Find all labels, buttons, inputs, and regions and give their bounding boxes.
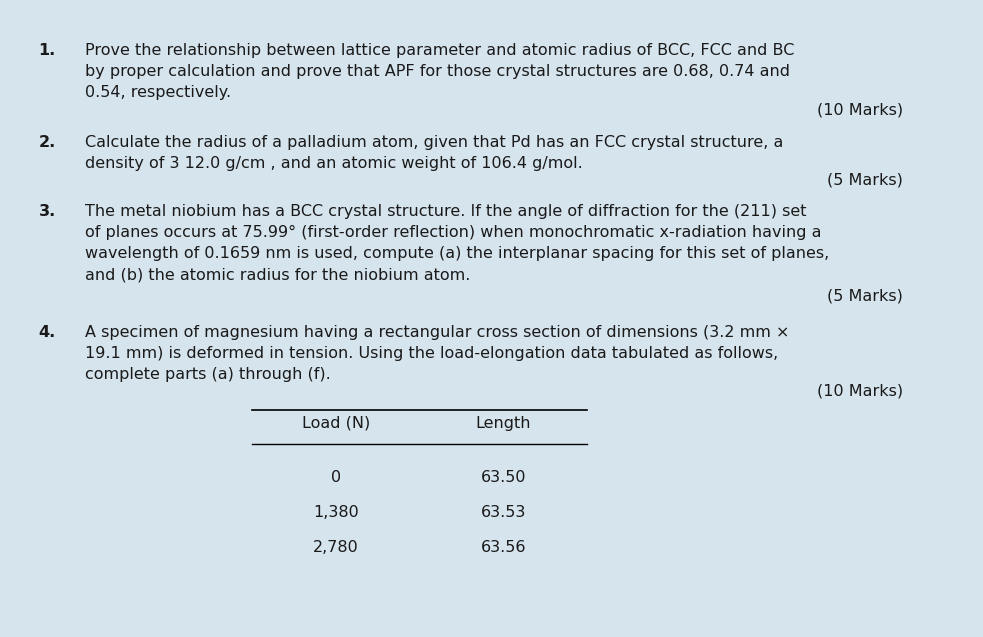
Text: 63.56: 63.56 [481,540,526,555]
Text: (10 Marks): (10 Marks) [817,383,902,398]
Text: 2,780: 2,780 [313,540,359,555]
Text: (5 Marks): (5 Marks) [827,288,902,303]
Text: 1,380: 1,380 [313,505,359,520]
Text: 2.: 2. [38,134,56,150]
Text: (10 Marks): (10 Marks) [817,103,902,118]
Text: Load (N): Load (N) [302,416,370,431]
Text: (5 Marks): (5 Marks) [827,173,902,188]
Text: 63.50: 63.50 [481,469,526,485]
Text: Length: Length [476,416,531,431]
Text: The metal niobium has a BCC crystal structure. If the angle of diffraction for t: The metal niobium has a BCC crystal stru… [85,204,830,282]
Text: 3.: 3. [38,204,56,219]
Text: 0: 0 [331,469,341,485]
Text: 4.: 4. [38,325,56,340]
Text: 1.: 1. [38,43,56,57]
Text: 63.53: 63.53 [481,505,526,520]
Text: Calculate the radius of a palladium atom, given that Pd has an FCC crystal struc: Calculate the radius of a palladium atom… [85,134,783,171]
Text: A specimen of magnesium having a rectangular cross section of dimensions (3.2 mm: A specimen of magnesium having a rectang… [85,325,789,382]
Text: Prove the relationship between lattice parameter and atomic radius of BCC, FCC a: Prove the relationship between lattice p… [85,43,794,99]
